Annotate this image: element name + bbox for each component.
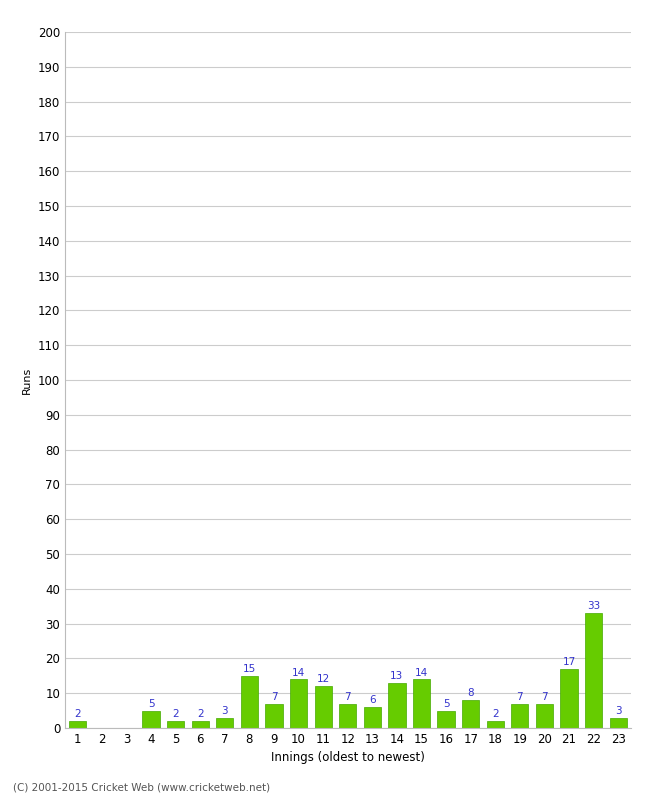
Text: 2: 2 [197, 710, 203, 719]
Y-axis label: Runs: Runs [22, 366, 32, 394]
Text: 7: 7 [270, 692, 278, 702]
Bar [536, 704, 553, 728]
Bar [240, 676, 258, 728]
Text: 13: 13 [390, 671, 404, 681]
Bar [413, 679, 430, 728]
Bar [315, 686, 332, 728]
Text: 6: 6 [369, 695, 376, 706]
Bar [142, 710, 160, 728]
Bar [290, 679, 307, 728]
Bar [339, 704, 356, 728]
Text: 2: 2 [74, 710, 81, 719]
Text: 3: 3 [615, 706, 621, 716]
Text: 5: 5 [148, 699, 154, 709]
Bar [167, 721, 184, 728]
Text: 17: 17 [562, 657, 576, 667]
Text: 7: 7 [541, 692, 548, 702]
Bar [462, 700, 479, 728]
Bar [437, 710, 455, 728]
Bar [69, 721, 86, 728]
Bar [487, 721, 504, 728]
Text: (C) 2001-2015 Cricket Web (www.cricketweb.net): (C) 2001-2015 Cricket Web (www.cricketwe… [13, 782, 270, 792]
Bar [388, 682, 406, 728]
Text: 8: 8 [467, 689, 474, 698]
X-axis label: Innings (oldest to newest): Innings (oldest to newest) [271, 751, 424, 765]
Text: 14: 14 [292, 667, 306, 678]
Text: 15: 15 [243, 664, 256, 674]
Bar [192, 721, 209, 728]
Bar [585, 613, 602, 728]
Text: 33: 33 [587, 602, 600, 611]
Bar [364, 707, 381, 728]
Text: 7: 7 [517, 692, 523, 702]
Bar [610, 718, 627, 728]
Bar [560, 669, 578, 728]
Bar [512, 704, 528, 728]
Bar [216, 718, 233, 728]
Text: 2: 2 [172, 710, 179, 719]
Text: 12: 12 [317, 674, 330, 685]
Bar [265, 704, 283, 728]
Text: 5: 5 [443, 699, 449, 709]
Text: 14: 14 [415, 667, 428, 678]
Text: 3: 3 [222, 706, 228, 716]
Text: 2: 2 [492, 710, 499, 719]
Text: 7: 7 [344, 692, 351, 702]
